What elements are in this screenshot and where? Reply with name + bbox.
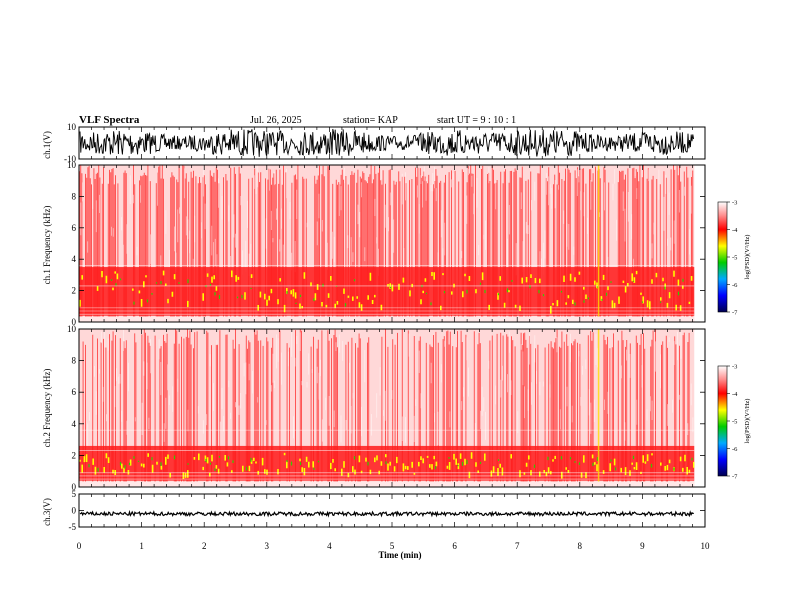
header-station: station= KAP — [343, 115, 398, 126]
ch3-waveform-panel: 50-50 1 2 3 4 5 6 7 8 9 10 — [69, 489, 711, 551]
cb1-gradient — [717, 201, 728, 313]
header-start-time: start UT = 9 : 10 : 1 — [437, 115, 516, 126]
cb1-label: log(PSD)(V²/Hz) — [744, 235, 751, 280]
cb1-tick--3: -3 — [732, 200, 737, 207]
cb2-label: log(PSD)(V²/Hz) — [744, 399, 751, 444]
p2-ytick-10: 10 — [67, 160, 77, 170]
p2-ytick-0: 0 — [72, 317, 77, 327]
ch2-frequency-axis-label: ch.2 Frequency (kHz) — [42, 369, 52, 448]
header-date: Jul. 26, 2025 — [250, 115, 302, 126]
p3-ytick-6: 6 — [72, 387, 77, 397]
p3-ytick-0: 0 — [72, 482, 77, 492]
ch3-ytick-0: 0 — [72, 506, 77, 516]
x-tick-2: 2 — [202, 541, 207, 551]
x-tick-5: 5 — [390, 541, 395, 551]
p3-ytick-2: 2 — [72, 450, 77, 460]
ch1-spectrogram-panel: 0 2 4 6 8 10 — [67, 160, 706, 327]
x-tick-6: 6 — [452, 541, 457, 551]
p2-ytick-4: 4 — [72, 254, 77, 264]
cb2-tick--3: -3 — [732, 364, 737, 371]
ch1-ytick-10: 10 — [67, 122, 77, 132]
p2-ytick-8: 8 — [72, 191, 77, 201]
cb1-tick--6: -6 — [732, 282, 738, 289]
p2-ytick-2: 2 — [72, 286, 77, 296]
p2-spectrogram-image — [79, 165, 695, 322]
p2-ytick-6: 6 — [72, 223, 77, 233]
cb1-tick--7: -7 — [732, 310, 738, 317]
cb1-tick--4: -4 — [732, 227, 738, 234]
ch1-waveform-line — [79, 128, 695, 157]
p3-spectrogram-image — [79, 329, 695, 487]
ch2-colorbar: -3 -4 -5 -6 -7 log(PSD)(V²/Hz) — [717, 364, 751, 481]
ch3-voltage-axis-label: ch.3(V) — [42, 498, 52, 526]
x-tick-4: 4 — [327, 541, 332, 551]
cb2-gradient — [717, 365, 728, 477]
ch3-waveform-line — [79, 509, 694, 518]
ch1-voltage-axis-label: ch.1(V) — [42, 131, 52, 159]
x-tick-8: 8 — [578, 541, 583, 551]
x-tick-1: 1 — [139, 541, 144, 551]
ch1-colorbar: -3 -4 -5 -6 -7 log(PSD)(V²/Hz) — [717, 200, 751, 317]
chart-title: VLF Spectra — [79, 114, 140, 126]
cb2-tick--7: -7 — [732, 474, 738, 481]
ch3-ytick-5: 5 — [72, 489, 77, 499]
p3-ytick-10: 10 — [67, 324, 77, 334]
ch1-frequency-axis-label: ch.1 Frequency (kHz) — [42, 206, 52, 285]
x-tick-3: 3 — [265, 541, 270, 551]
x-tick-9: 9 — [640, 541, 645, 551]
cb2-tick--5: -5 — [732, 419, 737, 426]
ch3-ytick--5: -5 — [69, 522, 77, 532]
x-tick-10: 10 — [701, 541, 711, 551]
x-tick-0: 0 — [77, 541, 82, 551]
x-tick-7: 7 — [515, 541, 520, 551]
p3-ytick-4: 4 — [72, 419, 77, 429]
cb2-tick--4: -4 — [732, 391, 738, 398]
time-axis-label: Time (min) — [378, 550, 421, 560]
p3-ytick-8: 8 — [72, 356, 77, 366]
cb1-tick--5: -5 — [732, 255, 737, 262]
ch1-ytick--10: -10 — [64, 154, 76, 164]
ch2-spectrogram-panel: 0 2 4 6 8 10 — [67, 324, 706, 492]
cb2-tick--6: -6 — [732, 446, 738, 453]
ch1-waveform-panel: 10 -10 — [64, 122, 706, 164]
